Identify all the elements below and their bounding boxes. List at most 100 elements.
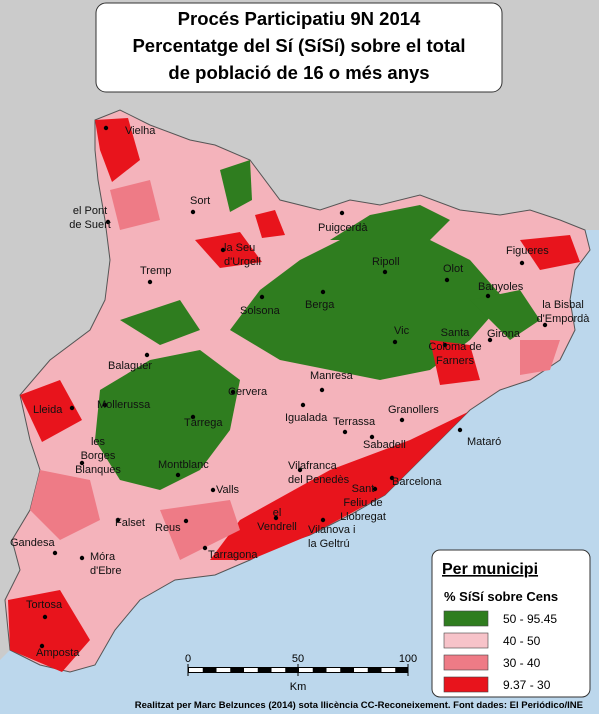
town-dot xyxy=(542,322,548,328)
town-dot xyxy=(183,518,189,524)
town-label: Amposta xyxy=(36,647,80,659)
town-label: les xyxy=(91,436,106,448)
title-line: Procés Participatiu 9N 2014 xyxy=(178,8,421,29)
town-label: Móra xyxy=(90,551,116,563)
town-label: Tremp xyxy=(140,265,171,277)
town-label: Tarragona xyxy=(208,549,258,561)
town-dot xyxy=(69,405,75,411)
town-label: Blanques xyxy=(75,464,121,476)
scale-bar-segment xyxy=(299,668,313,672)
town-dot xyxy=(457,427,463,433)
town-label: Barcelona xyxy=(392,476,442,488)
scale-tick-label: 100 xyxy=(399,653,417,665)
scale-bar-segment xyxy=(381,668,396,672)
town-dot xyxy=(52,550,58,556)
town-dot xyxy=(220,247,226,253)
town-label: Mataró xyxy=(467,436,501,448)
town-label: Vic xyxy=(394,325,410,337)
town-dot xyxy=(190,414,196,420)
town-dot xyxy=(320,517,326,523)
town-label: Figueres xyxy=(506,245,549,257)
town-label: Vielha xyxy=(125,125,156,137)
town-dot xyxy=(147,279,153,285)
town-label: Tàrrega xyxy=(184,417,223,429)
town-dot xyxy=(144,352,150,358)
town-dot xyxy=(273,515,279,521)
town-label: Santa xyxy=(441,327,471,339)
legend-label: 40 - 50 xyxy=(503,634,541,648)
town-dot xyxy=(320,289,326,295)
town-label: la Geltrú xyxy=(308,538,350,550)
town-dot xyxy=(115,517,121,523)
scale-bar-segment xyxy=(354,668,368,672)
town-label: Sant xyxy=(352,483,375,495)
credit: Realitzat per Marc Belzunces (2014) sota… xyxy=(135,700,583,711)
scale-bar-segment xyxy=(189,668,203,672)
town-label: Montblanc xyxy=(158,459,209,471)
town-label: Solsona xyxy=(240,305,281,317)
town-label: d'Empordà xyxy=(537,313,591,325)
town-dot xyxy=(485,293,491,299)
legend-items: 50 - 95.45 40 - 50 30 - 40 9.37 - 30 xyxy=(443,610,557,693)
town-label: d'Ebre xyxy=(90,565,121,577)
town-label: Cervera xyxy=(228,386,268,398)
scale-bar-segment xyxy=(271,668,286,672)
town-dot xyxy=(103,125,109,131)
red-areas xyxy=(8,118,580,672)
town-label: Sabadell xyxy=(363,439,406,451)
town-label: Coloma de xyxy=(428,341,481,353)
title: Procés Participatiu 9N 2014 Percentatge d… xyxy=(132,8,465,83)
town-dot xyxy=(519,260,525,266)
town-label: el xyxy=(273,507,282,519)
town-label: Granollers xyxy=(388,404,439,416)
title-box xyxy=(95,2,503,93)
town-dot xyxy=(39,643,45,649)
town-label: Ripoll xyxy=(372,256,400,268)
town-label: Banyoles xyxy=(478,281,524,293)
salmon-areas xyxy=(30,180,560,560)
town-dot xyxy=(487,337,493,343)
town-label: Manresa xyxy=(310,370,354,382)
town-label: Lleida xyxy=(33,404,63,416)
green-areas xyxy=(95,160,540,490)
town-label: Terrassa xyxy=(333,416,376,428)
town-label: Berga xyxy=(305,299,335,311)
legend-swatch xyxy=(443,654,489,671)
town-label: de Suert xyxy=(69,219,111,231)
scale-bar-segment xyxy=(244,668,258,672)
town-label: Tortosa xyxy=(26,599,63,611)
town-label: Llobregat xyxy=(340,511,386,523)
town-dot xyxy=(259,294,265,300)
title-line: Percentatge del Sí (SíSí) sobre el total xyxy=(132,35,465,56)
legend-label: 30 - 40 xyxy=(503,656,541,670)
town-dot xyxy=(297,467,303,473)
town-dot xyxy=(389,475,395,481)
town-dot xyxy=(79,460,85,466)
place-labels: Vielha el Pont de Suert Sort la Seu d'Urgell P… xyxy=(10,125,590,659)
town-label: el Pont xyxy=(73,205,107,217)
town-label: del Penedès xyxy=(288,474,350,486)
town-dot xyxy=(300,402,306,408)
town-label: Sort xyxy=(190,195,210,207)
scale-tick-label: 0 xyxy=(185,653,191,665)
town-dot xyxy=(105,219,111,225)
town-label: Vilanova i xyxy=(308,524,356,536)
town-dot xyxy=(339,210,345,216)
title-line: de població de 16 o més anys xyxy=(168,62,429,83)
town-dot xyxy=(319,387,325,393)
town-dot xyxy=(369,434,375,440)
scale-bar-segment xyxy=(216,668,231,672)
town-label: Reus xyxy=(155,522,181,534)
town-dot xyxy=(382,269,388,275)
town-dot xyxy=(442,342,448,348)
legend-title: Per municipi xyxy=(442,561,538,578)
legend-swatch xyxy=(443,676,489,693)
legend-swatch xyxy=(443,610,489,627)
town-label: Olot xyxy=(443,263,463,275)
town-label: d'Urgell xyxy=(224,256,261,268)
town-dot xyxy=(210,487,216,493)
town-dot xyxy=(444,277,450,283)
legend-swatch xyxy=(443,632,489,649)
town-dot xyxy=(399,417,405,423)
town-label: Girona xyxy=(487,328,521,340)
